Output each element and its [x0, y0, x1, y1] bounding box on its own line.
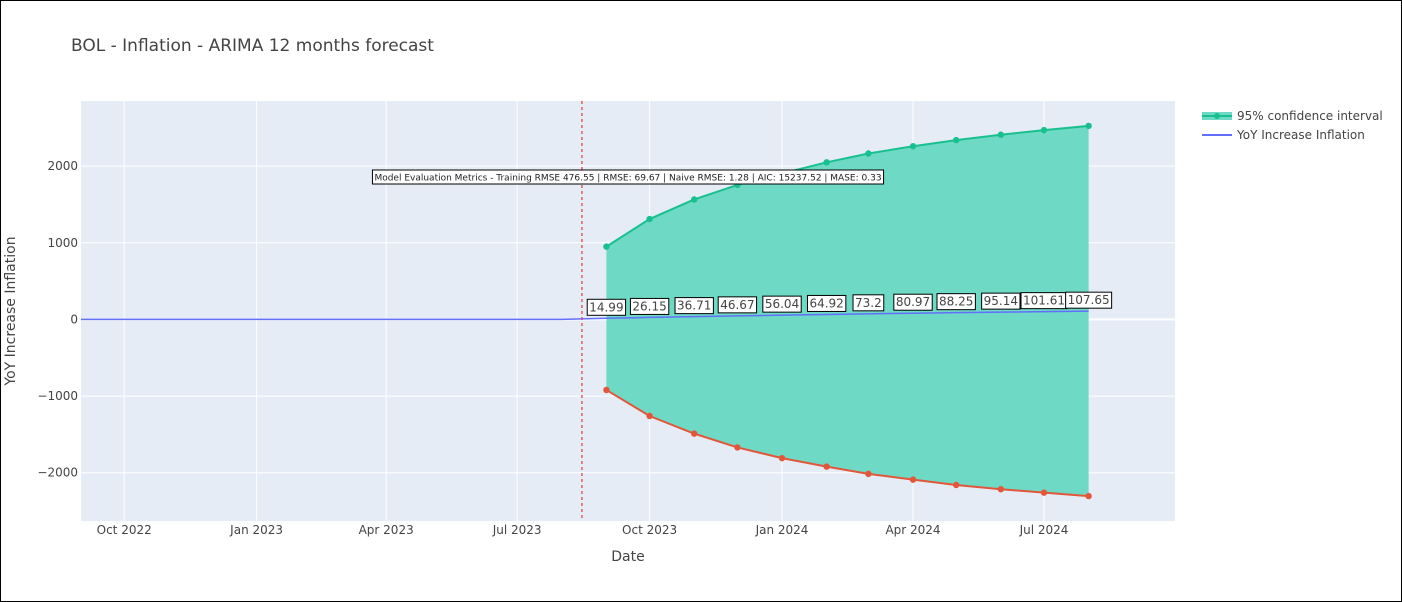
value-label: 46.67: [717, 296, 758, 314]
upper-bound-point: [909, 143, 917, 150]
value-label-text: 46.67: [720, 298, 754, 312]
value-label-box: [629, 297, 670, 315]
value-label: 107.65: [1065, 291, 1113, 309]
upper-bound-point: [997, 131, 1005, 138]
value-label-text: 64.92: [809, 296, 843, 310]
lower-bound-point: [865, 470, 872, 478]
value-label-box: [586, 298, 627, 316]
metrics-box: [371, 169, 885, 185]
value-label-box: [852, 294, 885, 312]
x-tick-label: Oct 2023: [622, 523, 677, 537]
upper-bound-point: [1085, 122, 1092, 130]
legend-label-inflation: YoY Increase Inflation: [1236, 128, 1365, 142]
value-label-text: 14.99: [589, 300, 623, 314]
legend-label-confidence: 95% confidence interval: [1237, 109, 1383, 123]
value-label: 26.15: [629, 297, 670, 315]
upper-bound-point: [865, 150, 872, 157]
lower-bound-point: [1040, 489, 1048, 496]
upper-bound-point: [1040, 126, 1048, 134]
confidence-band-area: [606, 125, 1089, 497]
value-label-text: 73.2: [855, 296, 882, 310]
lower-bound-point: [909, 476, 917, 483]
value-label-box: [936, 293, 976, 311]
lower-bound-line: [605, 389, 1089, 498]
value-label: 56.04: [762, 295, 802, 313]
x-tick-label: Apr 2024: [885, 523, 940, 537]
value-label-box: [762, 295, 802, 313]
upper-bound-line: [605, 124, 1089, 248]
x-axis-title: Date: [611, 549, 644, 565]
value-label: 14.99: [586, 298, 627, 316]
value-label: 80.97: [893, 293, 933, 311]
legend-swatch-marker: [1214, 113, 1220, 119]
metrics-annotation: Model Evaluation Metrics - Training RMSE…: [371, 169, 885, 185]
value-label-text: 36.71: [677, 299, 711, 313]
y-tick-label: 1000: [47, 236, 78, 250]
confidence-band: [603, 122, 1092, 500]
x-tick-label: Oct 2022: [97, 523, 152, 537]
chart-title: BOL - Inflation - ARIMA 12 months foreca…: [71, 36, 434, 56]
y-axis-ticks: 2000 1000 0 −1000 −2000: [37, 159, 78, 480]
value-label-box: [806, 294, 847, 312]
value-label-text: 95.14: [984, 294, 1018, 308]
upper-bound-point: [691, 196, 698, 203]
y-tick-label: 2000: [47, 159, 78, 173]
inflation-line: [81, 310, 1089, 321]
x-axis-ticks: Oct 2022 Jan 2023 Apr 2023 Jul 2023 Oct 2023…: [97, 523, 1069, 537]
value-label: 64.92: [806, 294, 847, 312]
value-label-box: [981, 292, 1021, 310]
value-label-text: 26.15: [632, 299, 666, 313]
lower-bound-point: [691, 430, 698, 437]
value-label-box: [893, 293, 933, 311]
lower-bound-point: [778, 454, 786, 462]
inflation-series: [81, 310, 1089, 321]
y-tick-label: 0: [70, 312, 78, 326]
metrics-text: Model Evaluation Metrics - Training RMSE…: [374, 174, 881, 184]
lower-bound-point: [646, 412, 653, 420]
x-tick-label: Jul 2024: [1019, 523, 1069, 537]
value-label-text: 88.25: [939, 295, 973, 309]
value-label: 101.61: [1020, 292, 1068, 310]
lower-bound-point: [603, 386, 610, 394]
value-label-box: [717, 296, 758, 314]
lower-bound-point: [734, 444, 741, 451]
legend-item-inflation[interactable]: YoY Increase Inflation: [1202, 128, 1365, 142]
upper-bound-point: [646, 215, 653, 223]
upper-bound-point: [603, 243, 610, 250]
x-tick-label: Jan 2024: [755, 523, 809, 537]
legend-item-confidence[interactable]: 95% confidence interval: [1202, 109, 1383, 123]
lower-bound-point: [1085, 492, 1092, 500]
y-tick-label: −1000: [37, 389, 78, 403]
value-label: 95.14: [981, 292, 1021, 310]
forecast-value-labels: 14.99 26.15 36.71 46.67 56.04 64.92 73.2 80.97 8…: [586, 291, 1113, 316]
y-tick-label: −2000: [37, 466, 78, 480]
value-label-box: [674, 297, 714, 315]
upper-bound-point: [953, 136, 960, 144]
x-tick-label: Apr 2023: [359, 523, 414, 537]
lower-bound-point: [953, 481, 960, 489]
upper-bound-point: [823, 159, 830, 166]
value-label: 73.2: [852, 294, 885, 312]
value-label: 36.71: [674, 297, 714, 315]
value-label-text: 107.65: [1068, 293, 1110, 307]
value-label-text: 56.04: [765, 297, 799, 311]
x-tick-label: Jul 2023: [492, 523, 542, 537]
value-label-text: 80.97: [896, 295, 930, 309]
value-label-box: [1065, 291, 1113, 309]
lower-bound-point: [823, 463, 830, 470]
y-axis-title: YoY Increase Inflation: [3, 236, 19, 386]
value-label: 88.25: [936, 293, 976, 311]
lower-bound-point: [997, 485, 1005, 493]
legend[interactable]: 95% confidence interval YoY Increase Inf…: [1202, 109, 1383, 142]
x-tick-label: Jan 2023: [229, 523, 283, 537]
value-label-text: 101.61: [1023, 294, 1065, 308]
